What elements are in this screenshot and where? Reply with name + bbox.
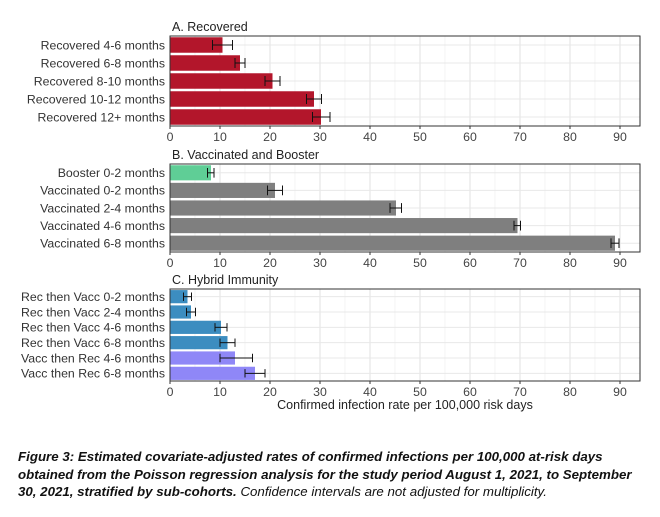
x-tick-label: 70	[513, 130, 527, 144]
x-tick-label: 80	[563, 130, 577, 144]
category-label: Vaccinated 4-6 months	[40, 219, 165, 233]
x-tick-label: 10	[213, 385, 227, 399]
x-tick-label: 50	[413, 256, 427, 270]
x-tick-label: 20	[263, 256, 277, 270]
x-tick-label: 60	[463, 130, 477, 144]
x-tick-label: 70	[513, 256, 527, 270]
bar	[170, 165, 211, 181]
category-label: Vacc then Rec 4-6 months	[21, 351, 165, 365]
caption-note: Confidence intervals are not adjusted fo…	[240, 484, 547, 499]
bar	[170, 351, 235, 365]
error-bar	[207, 167, 215, 178]
bar	[170, 91, 314, 107]
error-bar	[312, 112, 331, 122]
category-label: Vaccinated 2-4 months	[40, 201, 165, 215]
error-bar	[234, 58, 246, 68]
chart-panel-3: C. Hybrid Immunity Rec then Vacc 0-2 mont…	[21, 273, 641, 412]
bar	[170, 182, 275, 198]
x-tick-label: 0	[167, 385, 174, 399]
error-bar	[214, 323, 228, 332]
error-bar	[610, 238, 620, 249]
figure-chart: A. Recovered Recovered 4-6 months Recovere…	[21, 20, 641, 412]
panel-title: A. Recovered	[172, 20, 248, 34]
category-label: Recovered 6-8 months	[41, 56, 165, 70]
category-label: Rec then Vacc 4-6 months	[21, 321, 165, 335]
panel-title: B. Vaccinated and Booster	[172, 148, 319, 162]
x-tick-label: 20	[263, 385, 277, 399]
panel-frame	[169, 35, 641, 127]
category-label: Vaccinated 6-8 months	[40, 237, 165, 251]
category-label: Rec then Vacc 6-8 months	[21, 336, 165, 350]
panel-title: C. Hybrid Immunity	[172, 273, 279, 287]
error-bar	[244, 369, 266, 378]
category-label: Vaccinated 0-2 months	[40, 184, 165, 198]
x-tick-label: 40	[363, 385, 377, 399]
bar	[170, 109, 321, 125]
caption-main: Figure 3: Estimated covariate-adjusted r…	[18, 449, 632, 499]
x-tick-label: 0	[167, 130, 174, 144]
x-tick-label: 10	[213, 256, 227, 270]
bar	[170, 37, 223, 53]
x-tick-label: 40	[363, 256, 377, 270]
x-tick-label: 20	[263, 130, 277, 144]
x-tick-label: 30	[313, 130, 327, 144]
x-tick-label: 40	[363, 130, 377, 144]
error-bar	[267, 185, 283, 196]
panel-frame	[169, 288, 641, 382]
x-axis-label: Confirmed infection rate per 100,000 ris…	[277, 398, 533, 412]
error-bar	[219, 338, 236, 347]
x-tick-label: 80	[563, 385, 577, 399]
x-tick-label: 80	[563, 256, 577, 270]
x-tick-label: 50	[413, 130, 427, 144]
bar	[170, 235, 615, 251]
bar	[170, 305, 191, 319]
chart-panel-2: B. Vaccinated and Booster Booster 0-2 mon…	[40, 148, 641, 270]
error-bar	[513, 220, 521, 231]
bar	[170, 55, 240, 71]
error-bar	[306, 94, 322, 104]
panel-frame	[169, 163, 641, 253]
bar	[170, 200, 396, 216]
x-tick-label: 30	[313, 256, 327, 270]
x-tick-label: 50	[413, 385, 427, 399]
x-tick-label: 60	[463, 256, 477, 270]
category-label: Recovered 10-12 months	[27, 92, 165, 106]
error-bar	[183, 292, 192, 301]
error-bar	[186, 307, 196, 317]
category-label: Recovered 12+ months	[38, 110, 165, 124]
bar	[170, 73, 273, 89]
error-bar	[389, 203, 402, 213]
category-label: Rec then Vacc 2-4 months	[21, 305, 165, 319]
category-label: Recovered 8-10 months	[34, 74, 165, 88]
x-tick-label: 0	[167, 256, 174, 270]
chart-panel-1: A. Recovered Recovered 4-6 months Recovere…	[27, 20, 641, 144]
category-label: Recovered 4-6 months	[41, 38, 165, 52]
error-bar	[219, 353, 253, 363]
category-label: Booster 0-2 months	[58, 166, 165, 180]
x-tick-label: 70	[513, 385, 527, 399]
bar	[170, 320, 221, 334]
x-tick-label: 90	[613, 130, 627, 144]
bar	[170, 366, 255, 380]
x-tick-label: 10	[213, 130, 227, 144]
error-bar	[264, 76, 281, 86]
x-tick-label: 30	[313, 385, 327, 399]
category-label: Rec then Vacc 0-2 months	[21, 290, 165, 304]
bar	[170, 336, 228, 350]
x-tick-label: 90	[613, 256, 627, 270]
error-bar	[212, 40, 233, 50]
category-label: Vacc then Rec 6-8 months	[21, 367, 165, 381]
x-tick-label: 60	[463, 385, 477, 399]
bar	[170, 218, 518, 234]
x-tick-label: 90	[613, 385, 627, 399]
figure-caption: Figure 3: Estimated covariate-adjusted r…	[18, 448, 648, 501]
